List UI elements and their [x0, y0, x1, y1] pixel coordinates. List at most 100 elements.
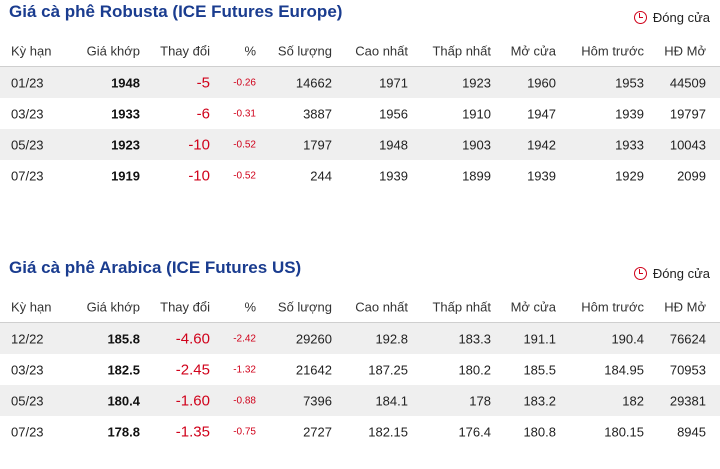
table-row: 07/23 1919 -10 -0.52 244 1939 1899 1939 …: [0, 160, 720, 191]
cell-thap-nhat: 1910: [462, 106, 491, 121]
cell-mo-cua: 191.1: [523, 331, 556, 346]
cell-hom-truoc: 1939: [615, 106, 644, 121]
header-ky-han: Kỳ hạn: [11, 299, 52, 315]
arabica-title: Giá cà phê Arabica (ICE Futures US): [9, 258, 302, 277]
arabica-status: Đóng cửa: [633, 266, 710, 281]
clock-icon: [633, 267, 647, 280]
cell-percent: -0.31: [233, 108, 256, 119]
cell-thay-doi: -1.35: [175, 423, 210, 440]
cell-ky-han: 03/23: [11, 362, 44, 377]
cell-thay-doi: -4.60: [175, 330, 210, 347]
robusta-title: Giá cà phê Robusta (ICE Futures Europe): [9, 2, 343, 21]
cell-hom-truoc: 180.15: [604, 424, 644, 439]
table-row: 05/23 180.4 -1.60 -0.88 7396 184.1 178 1…: [0, 385, 720, 416]
cell-thay-doi: -1.60: [175, 392, 210, 409]
table-row: 01/23 1948 -5 -0.26 14662 1971 1923 1960…: [0, 67, 720, 98]
arabica-status-label: Đóng cửa: [652, 266, 710, 281]
cell-thay-doi: -6: [196, 105, 210, 122]
header-thap-nhat: Thấp nhất: [432, 299, 491, 315]
cell-cao-nhat: 184.1: [375, 393, 408, 408]
cell-percent: -0.26: [233, 77, 256, 88]
cell-percent: -0.88: [233, 395, 256, 406]
cell-thap-nhat: 1903: [462, 137, 491, 152]
header-hd-mo: HĐ Mở: [664, 43, 706, 59]
header-so-luong: Số lượng: [277, 43, 332, 59]
cell-ky-han: 12/22: [11, 331, 44, 346]
header-hom-truoc: Hôm trước: [581, 43, 644, 59]
cell-so-luong: 2727: [303, 424, 332, 439]
cell-mo-cua: 1960: [527, 75, 556, 90]
header-mo-cua: Mở cửa: [510, 299, 556, 315]
header-cao-nhat: Cao nhất: [355, 43, 408, 59]
cell-mo-cua: 1947: [527, 106, 556, 121]
cell-ky-han: 03/23: [11, 106, 44, 121]
cell-hd-mo: 19797: [669, 106, 706, 121]
cell-gia-khop: 182.5: [107, 362, 140, 377]
cell-cao-nhat: 182.15: [368, 424, 408, 439]
cell-hd-mo: 8945: [677, 424, 706, 439]
cell-percent: -0.52: [233, 139, 256, 150]
cell-so-luong: 21642: [295, 362, 332, 377]
cell-percent: -1.32: [233, 364, 256, 375]
cell-cao-nhat: 1956: [379, 106, 408, 121]
cell-gia-khop: 185.8: [107, 331, 140, 346]
cell-thay-doi: -5: [196, 74, 210, 91]
robusta-section: Giá cà phê Robusta (ICE Futures Europe) …: [0, 0, 720, 191]
cell-gia-khop: 1933: [111, 106, 140, 121]
cell-thap-nhat: 1899: [462, 168, 491, 183]
table-row: 03/23 182.5 -2.45 -1.32 21642 187.25 180…: [0, 354, 720, 385]
cell-hd-mo: 2099: [677, 168, 706, 183]
header-thap-nhat: Thấp nhất: [432, 43, 491, 59]
arabica-header: Giá cà phê Arabica (ICE Futures US) Đóng…: [0, 256, 720, 292]
header-thay-doi: Thay đổi: [160, 299, 210, 315]
cell-cao-nhat: 1939: [379, 168, 408, 183]
header-percent: %: [244, 299, 256, 315]
cell-gia-khop: 178.8: [107, 424, 140, 439]
cell-hom-truoc: 182: [622, 393, 644, 408]
cell-mo-cua: 1939: [527, 168, 556, 183]
cell-thap-nhat: 176.4: [458, 424, 491, 439]
table-row: 05/23 1923 -10 -0.52 1797 1948 1903 1942…: [0, 129, 720, 160]
cell-gia-khop: 180.4: [107, 393, 140, 408]
header-gia-khop: Giá khớp: [86, 43, 140, 59]
cell-percent: -0.75: [233, 426, 256, 437]
header-hom-truoc: Hôm trước: [581, 299, 644, 315]
cell-hd-mo: 76624: [669, 331, 706, 346]
cell-thay-doi: -10: [188, 136, 210, 153]
cell-hd-mo: 10043: [669, 137, 706, 152]
cell-percent: -0.52: [233, 170, 256, 181]
header-so-luong: Số lượng: [277, 299, 332, 315]
arabica-table-header: Kỳ hạn Giá khớp Thay đổi % Số lượng Cao …: [0, 292, 720, 323]
cell-so-luong: 244: [310, 168, 332, 183]
header-ky-han: Kỳ hạn: [11, 43, 52, 59]
robusta-table-header: Kỳ hạn Giá khớp Thay đổi % Số lượng Cao …: [0, 36, 720, 67]
cell-mo-cua: 185.5: [523, 362, 556, 377]
cell-gia-khop: 1919: [111, 168, 140, 183]
header-cao-nhat: Cao nhất: [355, 299, 408, 315]
cell-ky-han: 07/23: [11, 424, 44, 439]
cell-cao-nhat: 192.8: [375, 331, 408, 346]
cell-hom-truoc: 184.95: [604, 362, 644, 377]
cell-mo-cua: 180.8: [523, 424, 556, 439]
cell-cao-nhat: 1971: [379, 75, 408, 90]
clock-icon: [633, 11, 647, 24]
cell-hom-truoc: 1933: [615, 137, 644, 152]
cell-thay-doi: -10: [188, 167, 210, 184]
cell-so-luong: 14662: [295, 75, 332, 90]
cell-hd-mo: 44509: [669, 75, 706, 90]
header-mo-cua: Mở cửa: [510, 43, 556, 59]
arabica-section: Giá cà phê Arabica (ICE Futures US) Đóng…: [0, 256, 720, 447]
header-hd-mo: HĐ Mở: [664, 299, 706, 315]
robusta-status: Đóng cửa: [633, 10, 710, 25]
cell-so-luong: 1797: [303, 137, 332, 152]
header-thay-doi: Thay đổi: [160, 43, 210, 59]
cell-mo-cua: 1942: [527, 137, 556, 152]
cell-thap-nhat: 178: [469, 393, 491, 408]
cell-so-luong: 29260: [295, 331, 332, 346]
cell-mo-cua: 183.2: [523, 393, 556, 408]
cell-hom-truoc: 1929: [615, 168, 644, 183]
cell-so-luong: 7396: [303, 393, 332, 408]
cell-thap-nhat: 1923: [462, 75, 491, 90]
cell-hd-mo: 29381: [669, 393, 706, 408]
cell-gia-khop: 1923: [111, 137, 140, 152]
